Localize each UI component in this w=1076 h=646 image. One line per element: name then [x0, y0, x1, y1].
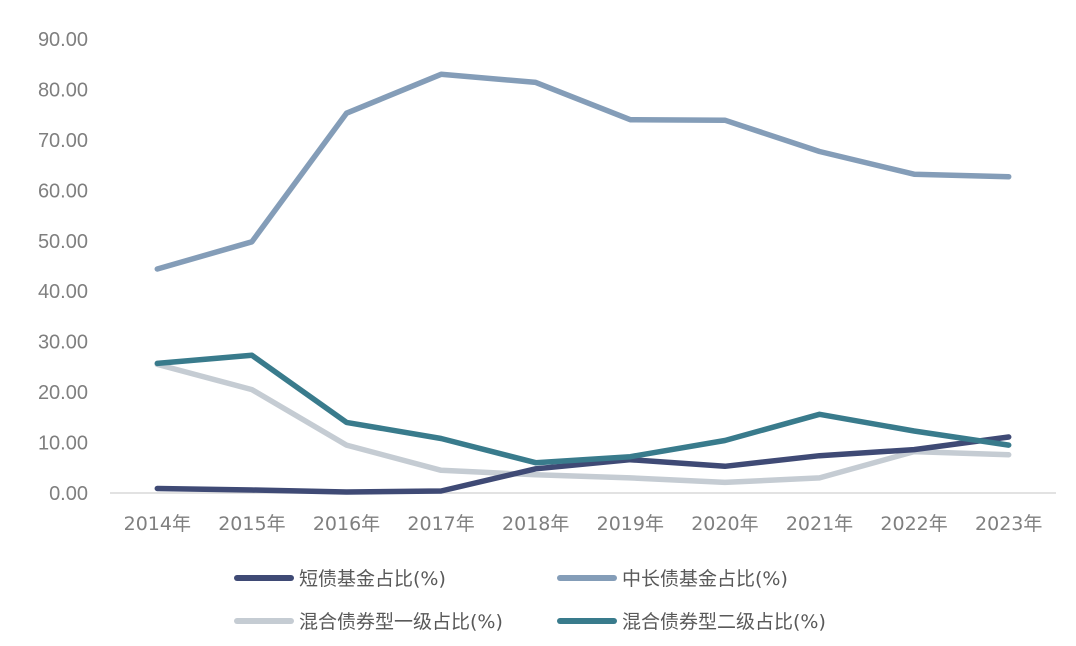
y-axis: 0.00 10.00 20.00 30.00 40.00 50.00 60.00 70.00 8… [38, 29, 88, 505]
y-tick-label: 30.00 [38, 332, 88, 354]
x-tick-label: 2022年 [880, 513, 947, 535]
legend-item: 混合债券型一级占比(%) [234, 611, 503, 633]
legend-item: 混合债券型二级占比(%) [557, 611, 826, 633]
legend: 短债基金占比(%) 中长债基金占比(%) 混合债券型一级占比(%) 混合债券型二级占比… [234, 568, 826, 633]
series-line-1 [154, 434, 1012, 495]
x-tick-label: 2016年 [313, 513, 380, 535]
series-line-4 [154, 352, 1012, 466]
y-tick-label: 40.00 [38, 281, 88, 303]
series-line-2 [154, 71, 1012, 272]
y-tick-label: 50.00 [38, 231, 88, 253]
y-tick-label: 80.00 [38, 79, 88, 101]
y-tick-label: 60.00 [38, 180, 88, 202]
legend-item: 短债基金占比(%) [234, 568, 446, 590]
y-tick-label: 90.00 [38, 29, 88, 51]
x-tick-label: 2015年 [218, 513, 285, 535]
series-line-3 [154, 361, 1012, 486]
y-tick-label: 10.00 [38, 433, 88, 455]
series-lines [154, 71, 1012, 495]
legend-item: 中长债基金占比(%) [557, 568, 788, 590]
y-tick-label: 70.00 [38, 130, 88, 152]
x-tick-label: 2017年 [407, 513, 474, 535]
x-tick-label: 2020年 [691, 513, 758, 535]
x-tick-label: 2023年 [975, 513, 1042, 535]
x-axis: 2014年 2015年 2016年 2017年 2018年 2019年 2020年 2021年… [124, 513, 1043, 535]
x-tick-label: 2021年 [786, 513, 853, 535]
x-tick-label: 2014年 [124, 513, 191, 535]
legend-label: 短债基金占比(%) [299, 568, 446, 590]
y-tick-label: 0.00 [49, 483, 88, 505]
legend-label: 中长债基金占比(%) [622, 568, 788, 590]
y-tick-label: 20.00 [38, 382, 88, 404]
legend-label: 混合债券型二级占比(%) [622, 611, 826, 633]
legend-label: 混合债券型一级占比(%) [299, 611, 503, 633]
x-tick-label: 2019年 [597, 513, 664, 535]
x-tick-label: 2018年 [502, 513, 569, 535]
